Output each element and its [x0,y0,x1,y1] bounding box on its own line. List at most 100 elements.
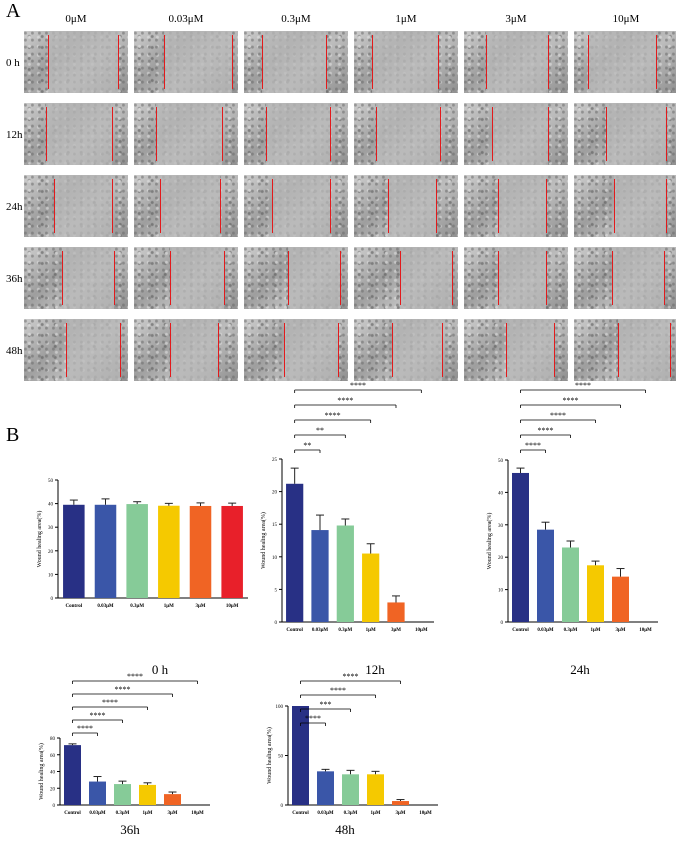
wound-image-cell [134,31,238,93]
concentration-header: 0.03μM [168,13,204,25]
category-label: 1μM [370,811,380,816]
wound-edge-line [656,35,657,89]
wound-image-cell [134,247,238,309]
category-label: 10μM [226,604,239,609]
wound-edge-line [338,323,339,377]
category-label: 10μM [191,811,204,816]
bar-1μm [158,505,180,598]
bar-3μm [392,801,409,805]
y-tick-label: 5 [275,588,278,593]
chart-48h: 0 50 100 Wound healing area(%) Control 0.03μM… [240,668,470,816]
category-label: 0.03μM [89,811,106,816]
wound-image-cell [134,319,238,381]
wound-edge-line [376,107,377,161]
category-label: 0.3μM [344,811,358,816]
wound-image-cell [574,319,676,381]
bar-0.3μm [126,504,148,598]
wound-edge-line [224,251,225,305]
y-tick-label: 80 [50,737,56,742]
wound-image-cell [354,319,458,381]
category-label: 1μM [142,811,152,816]
significance-label: **** [550,411,566,420]
wound-image-cell [244,31,348,93]
concentration-header: 1μM [395,13,417,25]
category-label: 0.3μM [564,628,578,633]
bar-0.3μm [336,525,354,622]
wound-edge-line [498,179,499,233]
category-label: 1μM [590,628,600,633]
wound-edge-line [112,107,113,161]
y-tick-label: 0 [275,621,278,626]
chart-title-36h: 36h [120,822,140,837]
wound-edge-line [288,251,289,305]
y-tick-label: 50 [48,479,54,484]
category-label: 3μM [167,811,177,816]
wound-image-cell [354,31,458,93]
wound-edge-line [120,323,121,377]
wound-edge-line [326,35,327,89]
wound-edge-line [606,107,607,161]
y-tick-label: 0 [281,804,284,809]
wound-edge-line [492,107,493,161]
category-label: Control [64,811,81,816]
wound-edge-line [284,323,285,377]
chart-title-0h: 0 h [151,662,169,677]
category-label: Control [292,811,309,816]
wound-image-cell [244,103,348,165]
y-tick-label: 20 [48,550,54,555]
bar-0.03μm [317,771,334,805]
wound-edge-line [272,179,273,233]
category-label: 3μM [391,628,401,633]
wound-image-cell [464,319,568,381]
wound-edge-line [614,179,615,233]
category-label: 0.03μM [97,604,114,609]
wound-edge-line [440,107,441,161]
y-tick-label: 15 [272,523,278,528]
category-label: Control [286,628,303,633]
significance-label: **** [525,441,541,450]
bar-control [63,504,85,598]
wound-edge-line [548,107,549,161]
significance-label: ** [316,426,324,435]
category-label: 0.03μM [537,628,554,633]
bar-3μm [612,576,629,622]
wound-edge-line [170,251,171,305]
y-axis-label: Wound healing area(%) [36,511,43,568]
y-tick-label: 20 [498,556,504,561]
y-axis-label: Wound healing area(%) [38,743,45,800]
category-label: 3μM [395,811,405,816]
category-label: 1μM [164,604,174,609]
bar-control [292,706,309,805]
wound-image-cell [464,31,568,93]
wound-edge-line [400,251,401,305]
category-label: 10μM [639,628,652,633]
wound-image-cell [574,247,676,309]
bar-0.3μm [114,784,131,805]
bar-1μm [362,553,380,622]
wound-edge-line [546,251,547,305]
y-tick-label: 25 [272,458,278,463]
wound-edge-line [670,323,671,377]
timepoint-header: 12h [6,129,23,141]
y-tick-label: 20 [50,787,56,792]
bar-1μm [139,784,156,805]
significance-label: **** [102,698,118,707]
wound-edge-line [164,35,165,89]
wound-edge-line [340,251,341,305]
wound-edge-line [392,323,393,377]
y-tick-label: 40 [50,771,56,776]
bar-control [512,472,529,622]
wound-image-cell [24,31,128,93]
significance-label: **** [330,686,346,695]
wound-edge-line [46,107,47,161]
wound-image-cell [354,247,458,309]
significance-label: **** [90,711,106,720]
concentration-header: 10μM [612,13,640,25]
panel-b-label: B [6,424,20,446]
wound-edge-line [156,107,157,161]
wound-edge-line [330,107,331,161]
wound-edge-line [170,323,171,377]
significance-label: **** [77,724,93,733]
wound-image-cell [244,247,348,309]
category-label: 0.3μM [130,604,144,609]
